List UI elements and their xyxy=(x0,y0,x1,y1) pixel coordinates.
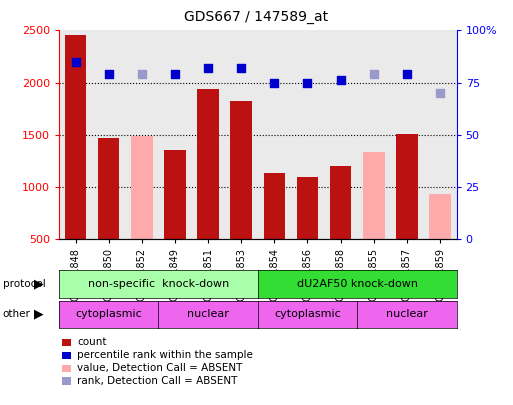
Bar xyxy=(65,34,86,239)
Bar xyxy=(92,30,125,239)
Text: other: other xyxy=(3,309,30,319)
Text: GDS667 / 147589_at: GDS667 / 147589_at xyxy=(185,10,328,24)
Text: nuclear: nuclear xyxy=(187,309,229,319)
Bar xyxy=(198,89,219,239)
Bar xyxy=(258,30,291,239)
Point xyxy=(303,79,311,86)
Text: value, Detection Call = ABSENT: value, Detection Call = ABSENT xyxy=(77,363,242,373)
Text: percentile rank within the sample: percentile rank within the sample xyxy=(77,350,253,360)
Point xyxy=(436,90,444,96)
Text: nuclear: nuclear xyxy=(386,309,428,319)
Bar xyxy=(324,30,357,239)
Point xyxy=(337,77,345,84)
Bar xyxy=(191,30,225,239)
Bar xyxy=(164,150,186,239)
Point xyxy=(71,58,80,65)
Bar xyxy=(291,30,324,239)
Point xyxy=(137,71,146,77)
Bar xyxy=(264,173,285,239)
Point xyxy=(105,71,113,77)
Text: protocol: protocol xyxy=(3,279,45,289)
Bar xyxy=(363,152,385,239)
Bar xyxy=(330,166,351,239)
Bar xyxy=(131,136,152,239)
Bar xyxy=(357,30,390,239)
Bar xyxy=(423,30,457,239)
Text: non-specific  knock-down: non-specific knock-down xyxy=(88,279,229,289)
Bar xyxy=(159,30,191,239)
Text: dU2AF50 knock-down: dU2AF50 knock-down xyxy=(297,279,418,289)
Text: cytoplasmic: cytoplasmic xyxy=(75,309,142,319)
Bar xyxy=(225,30,258,239)
Text: ▶: ▶ xyxy=(34,277,44,290)
Bar xyxy=(297,177,318,239)
Text: rank, Detection Call = ABSENT: rank, Detection Call = ABSENT xyxy=(77,376,238,386)
Text: cytoplasmic: cytoplasmic xyxy=(274,309,341,319)
Text: count: count xyxy=(77,337,107,347)
Bar xyxy=(390,30,423,239)
Point xyxy=(270,79,279,86)
Point xyxy=(171,71,179,77)
Point xyxy=(370,71,378,77)
Text: ▶: ▶ xyxy=(34,308,44,321)
Bar xyxy=(125,30,159,239)
Bar xyxy=(429,194,451,239)
Bar xyxy=(396,134,418,239)
Bar xyxy=(59,30,92,239)
Bar xyxy=(98,138,120,239)
Point xyxy=(204,65,212,71)
Bar xyxy=(230,101,252,239)
Point xyxy=(403,71,411,77)
Point xyxy=(237,65,245,71)
